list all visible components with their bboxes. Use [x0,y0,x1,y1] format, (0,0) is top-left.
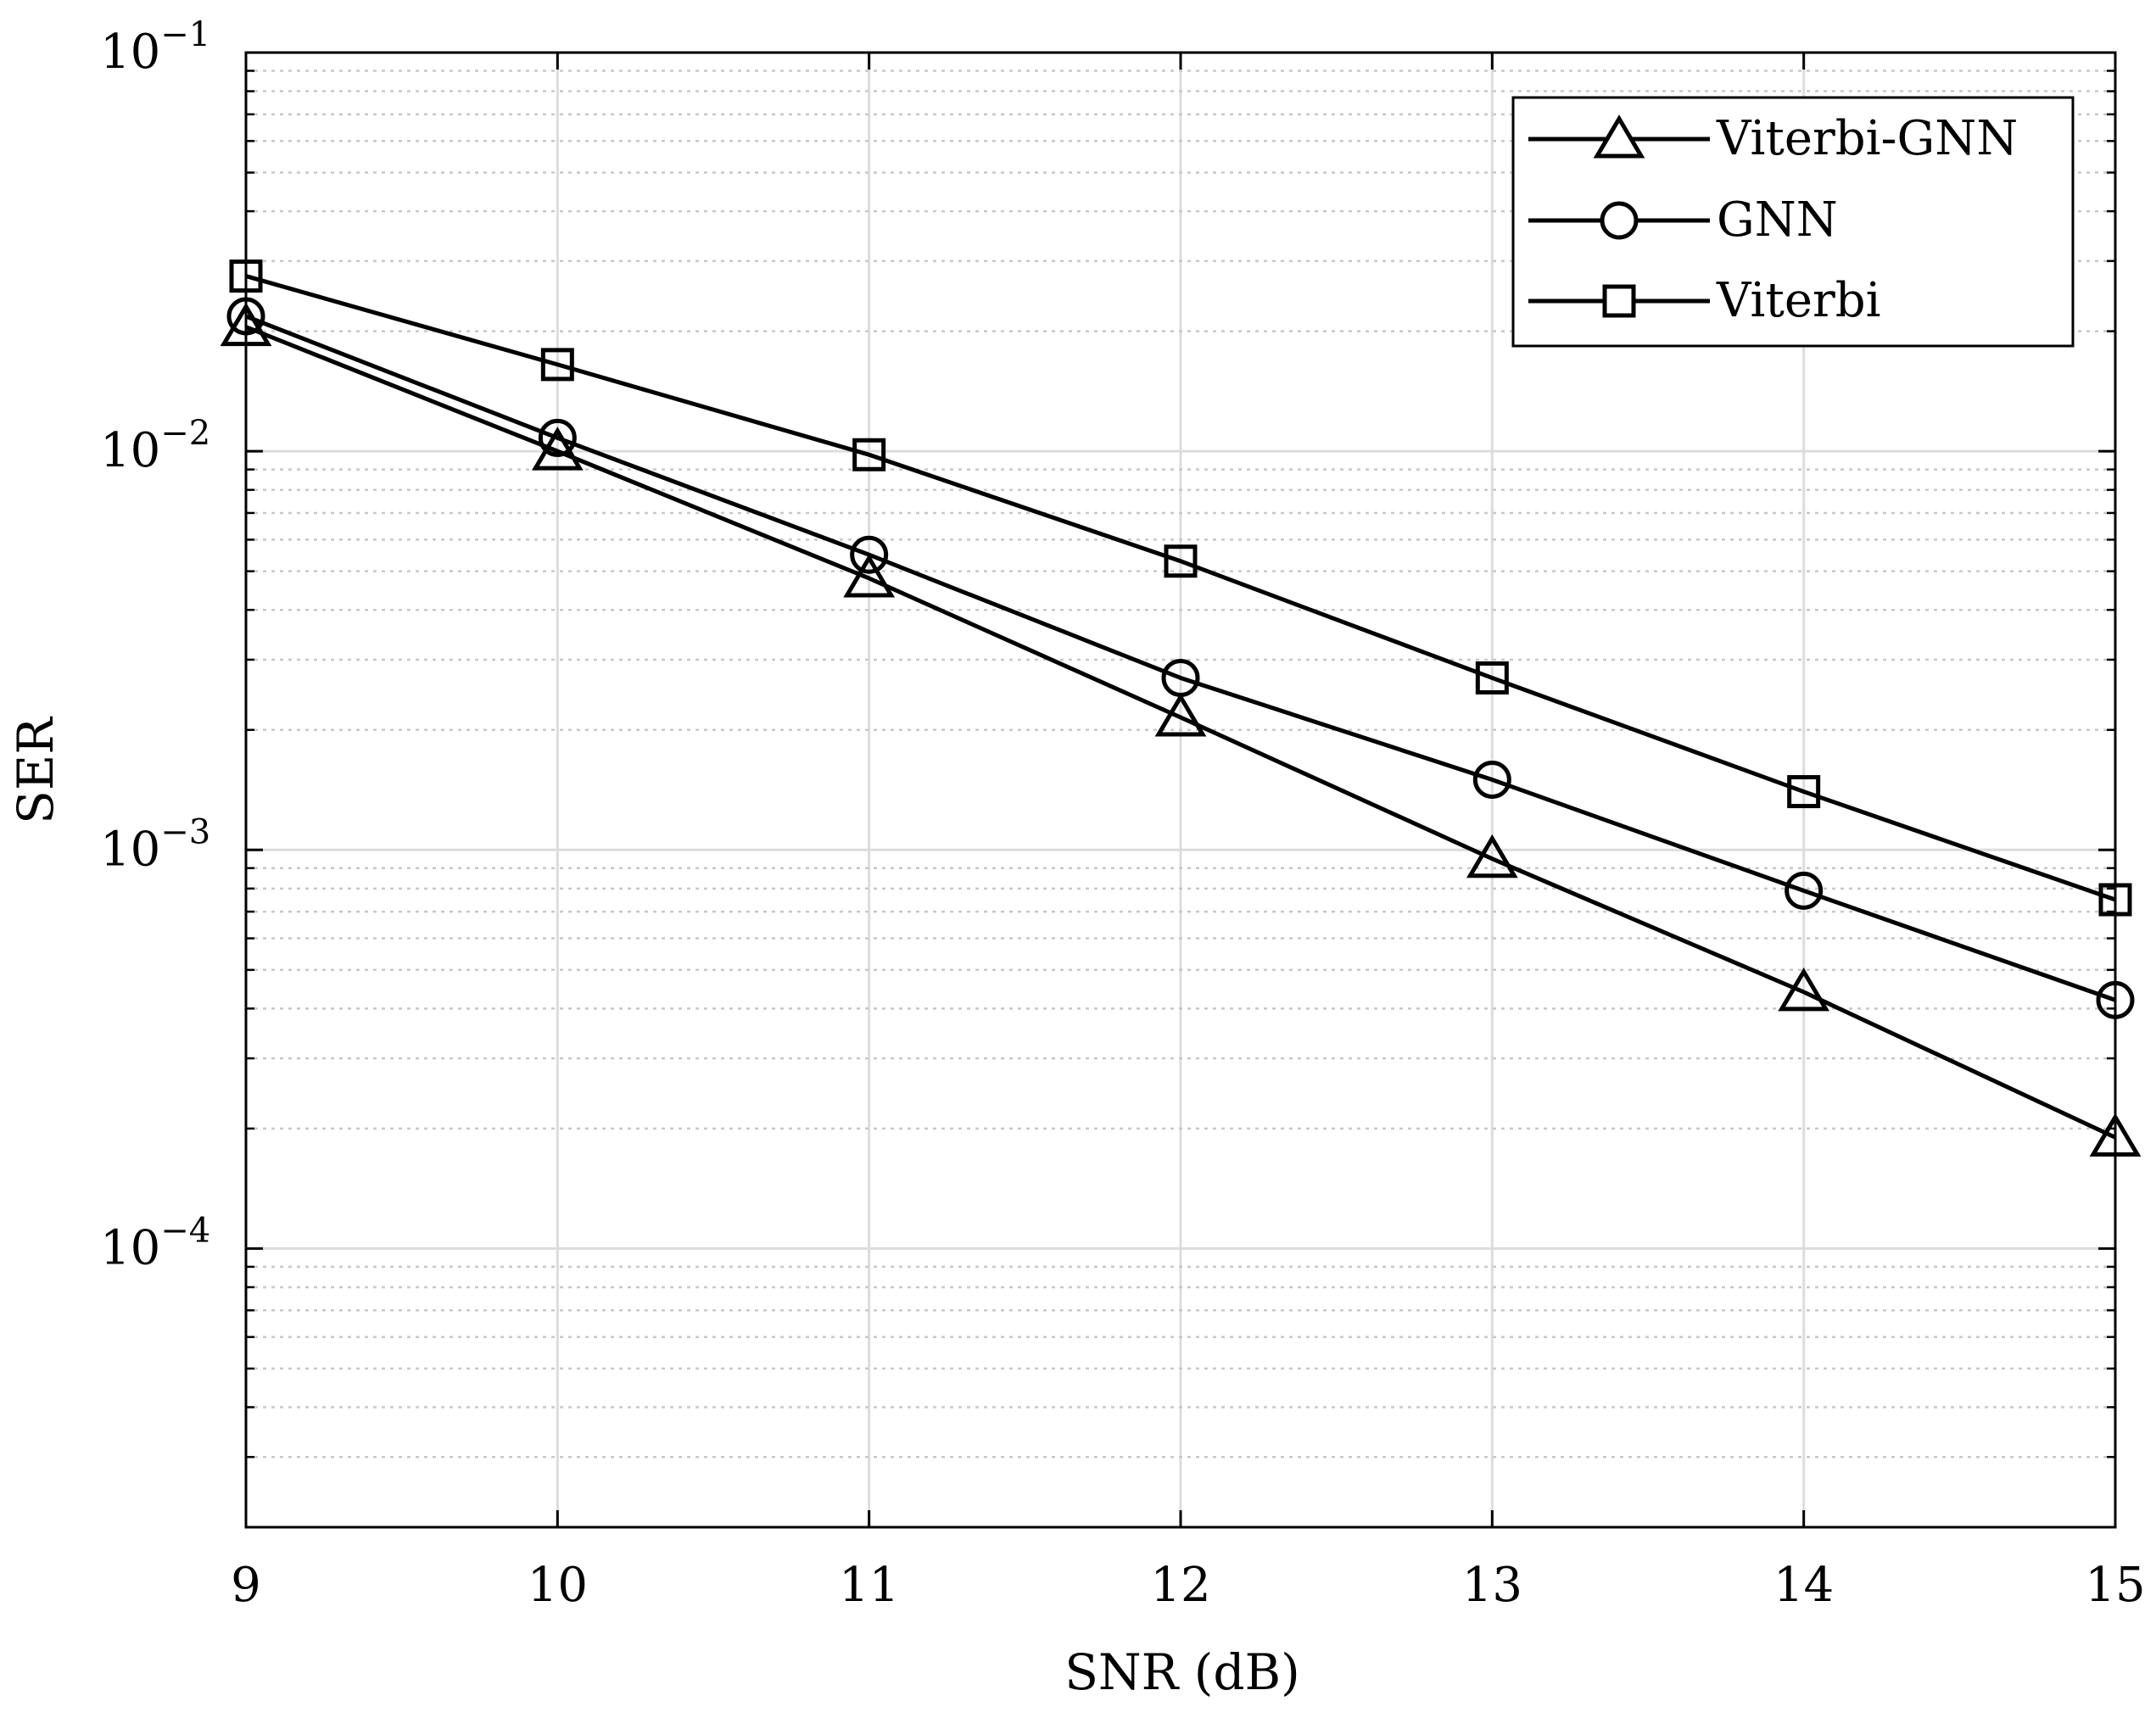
y-tick-base: 10 [100,822,160,877]
legend-label-viterbi-gnn: Viterbi-GNN [1716,111,2018,166]
data-point-square [1475,661,1509,694]
data-point-circle [538,418,577,457]
legend: Viterbi-GNN GNN Viterbi [1511,96,2075,348]
legend-marker-triangle [1593,114,1645,159]
data-point-circle [1785,871,1824,910]
y-tick-label: 10−3 [100,812,210,877]
y-tick-exponent: −3 [160,812,210,851]
y-tick-labels: 10−110−210−310−4 [100,15,210,1275]
data-point-triangle [843,554,896,598]
series [220,259,2142,1157]
y-tick-exponent: −1 [160,15,210,54]
data-point-triangle [1778,967,1830,1012]
y-tick-label: 10−4 [100,1211,210,1275]
x-tick-labels: 9 10 11 12 13 14 15 [231,1558,2145,1613]
series-line-viterbi [245,274,2116,902]
y-tick-exponent: −4 [160,1211,210,1250]
data-point-circle [1472,760,1511,799]
data-point-triangle [1154,693,1207,737]
data-point-triangle [1466,834,1518,879]
x-tick-label: 11 [839,1558,899,1613]
legend-marker-square [1602,284,1636,318]
series-gnn [226,297,2135,1019]
legend-item-viterbi: Viterbi [1528,273,1881,328]
data-point-triangle [2089,1113,2142,1157]
series-line-gnn [245,314,2116,1002]
legend-item-gnn: GNN [1528,192,1838,248]
series-viterbi [229,259,2132,917]
legend-marker-circle [1600,201,1639,240]
legend-label-viterbi: Viterbi [1716,273,1881,328]
y-tick-base: 10 [100,423,160,478]
x-tick-label: 12 [1150,1558,1210,1613]
data-point-square [1164,544,1198,578]
series-line-viterbi-gnn [245,325,2117,1140]
data-point-circle [1161,658,1200,697]
x-tick-label: 14 [1773,1558,1834,1613]
data-point-circle [850,535,889,574]
y-tick-base: 10 [100,25,160,80]
x-axis-label: SNR (dB) [1064,1643,1300,1701]
data-point-square [2098,883,2132,917]
data-point-square [540,348,574,382]
data-point-circle [2096,980,2135,1019]
y-tick-label: 10−1 [100,15,210,80]
data-point-square [1787,775,1821,809]
data-point-triangle [220,302,272,347]
data-point-circle [226,297,265,336]
x-tick-label: 15 [2085,1558,2145,1613]
y-tick-base: 10 [100,1220,160,1275]
legend-label-gnn: GNN [1717,192,1838,248]
y-tick-exponent: −2 [160,414,210,453]
y-axis-label: SER [7,716,64,824]
y-tick-label: 10−2 [100,414,210,478]
x-tick-label: 9 [231,1558,261,1613]
x-tick-label: 10 [528,1558,588,1613]
legend-item-viterbi-gnn: Viterbi-GNN [1528,111,2018,166]
data-point-square [852,438,886,471]
data-point-square [229,259,263,293]
x-tick-label: 13 [1462,1558,1522,1613]
